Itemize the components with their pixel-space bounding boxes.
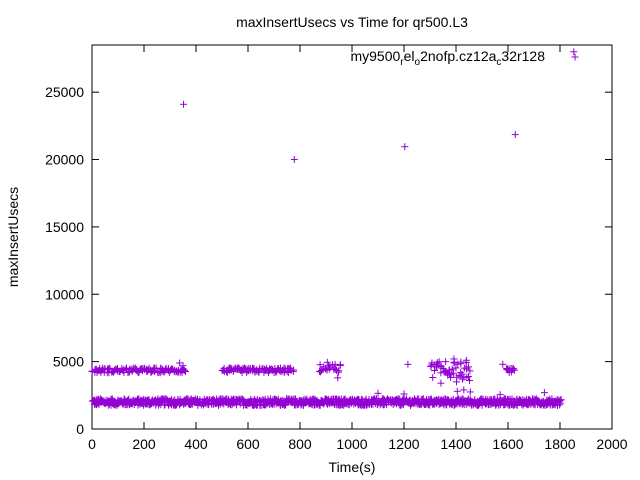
data-point-outlier	[401, 143, 409, 151]
data-point	[466, 376, 474, 384]
data-point-outlier	[511, 131, 519, 139]
y-axis-label: maxInsertUsecs	[5, 187, 21, 287]
data-point	[450, 355, 458, 363]
x-tick-label: 1800	[544, 436, 575, 452]
data-point	[429, 374, 437, 382]
data-point	[464, 372, 472, 380]
data-point	[104, 365, 112, 373]
data-point	[272, 368, 280, 376]
data-point	[334, 374, 342, 382]
legend-marker	[571, 53, 579, 61]
data-point	[431, 366, 439, 374]
data-point	[437, 379, 445, 387]
data-point	[106, 364, 114, 372]
legend: my9500relo2nofp.cz12ac32r128	[350, 48, 579, 68]
data-point	[462, 356, 470, 364]
data-point	[331, 360, 339, 368]
data-point	[289, 368, 297, 376]
data-point	[124, 369, 132, 377]
x-tick-label: 1400	[440, 436, 471, 452]
data-point	[397, 401, 405, 409]
data-point	[466, 388, 474, 396]
data-point	[466, 367, 474, 375]
data-point	[243, 365, 251, 373]
data-point	[182, 368, 190, 376]
data-point	[173, 367, 181, 375]
chart-title: maxInsertUsecs vs Time for qr500.L3	[236, 14, 468, 30]
data-point	[179, 362, 187, 370]
data-point-outlier	[570, 48, 578, 56]
data-point	[180, 366, 188, 374]
data-point	[316, 401, 324, 409]
x-tick-label: 0	[88, 436, 96, 452]
data-point	[556, 401, 564, 409]
data-point	[232, 401, 240, 409]
data-point	[374, 389, 382, 397]
data-point	[506, 396, 514, 404]
data-point	[448, 365, 456, 373]
x-axis-ticks: 0 200 400 600 800 1000 1200 1400 1600 1800 2000	[88, 45, 628, 452]
y-tick-label: 20000	[45, 152, 84, 168]
y-tick-label: 15000	[45, 219, 84, 235]
data-point	[453, 387, 461, 395]
data-point-outlier	[180, 100, 188, 108]
data-point-outlier	[290, 156, 298, 164]
data-point	[459, 375, 466, 383]
data-point	[446, 370, 453, 378]
data-point	[433, 359, 441, 367]
data-point	[316, 361, 324, 369]
data-point	[442, 367, 450, 375]
data-point	[400, 390, 408, 398]
legend-label-series: my9500relo2nofp.cz12ac32r128	[350, 48, 545, 68]
data-point	[478, 401, 486, 409]
data-point	[447, 373, 455, 381]
data-point	[452, 364, 460, 372]
x-tick-label: 1600	[492, 436, 523, 452]
x-tick-label: 400	[184, 436, 208, 452]
x-tick-label: 200	[132, 436, 156, 452]
data-point	[457, 368, 465, 376]
y-tick-label: 5000	[53, 354, 84, 370]
data-point	[364, 399, 372, 407]
data-point	[336, 362, 344, 370]
data-point	[496, 391, 504, 399]
x-tick-label: 1200	[388, 436, 419, 452]
y-tick-label: 25000	[45, 84, 84, 100]
x-tick-label: 2000	[596, 436, 627, 452]
data-point	[557, 396, 565, 404]
legend-marker-plus	[571, 53, 579, 61]
y-axis-ticks: 0 5000 10000 15000 20000 25000	[45, 84, 612, 437]
data-point	[437, 369, 445, 377]
data-point	[511, 366, 519, 374]
data-point	[509, 365, 517, 373]
x-tick-label: 600	[236, 436, 260, 452]
data-point	[278, 396, 286, 404]
data-point	[254, 367, 262, 375]
data-point	[334, 368, 342, 376]
x-tick-label: 1000	[336, 436, 367, 452]
data-point	[323, 358, 331, 366]
y-tick-label: 10000	[45, 286, 84, 302]
x-tick-label: 800	[288, 436, 312, 452]
data-point	[122, 364, 130, 372]
data-point	[460, 386, 468, 394]
data-point	[404, 360, 412, 368]
data-point	[499, 360, 507, 368]
data-point	[464, 363, 472, 371]
data-point	[215, 401, 223, 409]
y-tick-label: 0	[76, 421, 84, 437]
data-point	[453, 378, 461, 386]
x-axis-label: Time(s)	[329, 459, 376, 475]
data-point	[540, 389, 548, 397]
data-points	[88, 48, 578, 409]
data-point	[442, 358, 450, 366]
